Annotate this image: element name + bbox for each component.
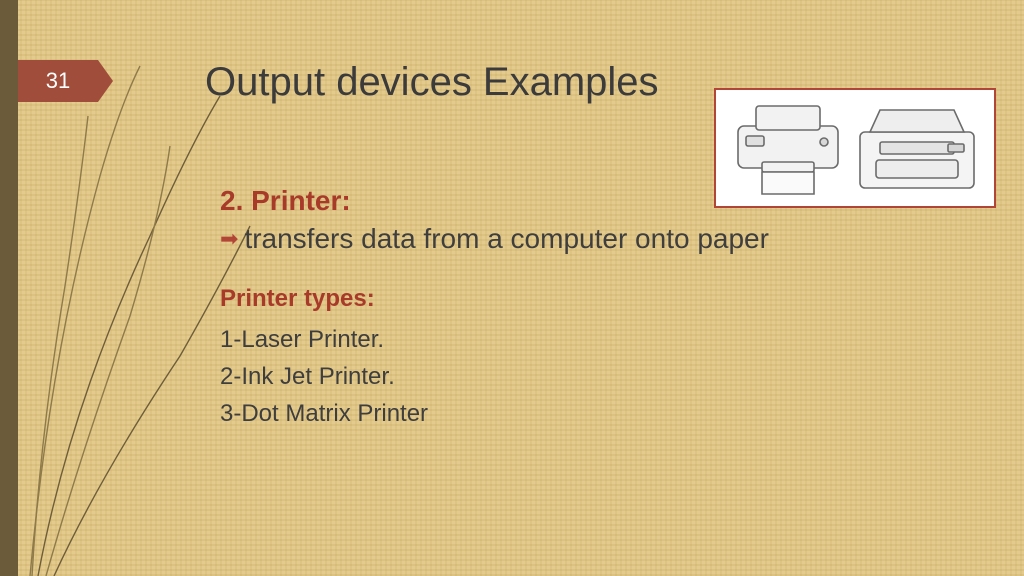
bullet-arrow-icon: ➡ [220,226,238,252]
slide-number-badge: 31 [18,60,98,102]
laser-printer-icon [852,98,982,198]
bullet-row: ➡ transfers data from a computer onto pa… [220,223,960,255]
type-item: 3-Dot Matrix Printer [220,395,960,432]
bullet-text: transfers data from a computer onto pape… [244,223,769,255]
section-subhead: 2. Printer: [220,185,960,217]
inkjet-printer-icon [728,98,848,198]
slide-number: 31 [46,68,70,94]
content-area: 2. Printer: ➡ transfers data from a comp… [220,185,960,433]
left-sidebar-strip [0,0,18,576]
type-item: 2-Ink Jet Printer. [220,358,960,395]
types-heading: Printer types: [220,285,960,313]
slide-title: Output devices Examples [205,60,659,105]
type-item: 1-Laser Printer. [220,321,960,358]
